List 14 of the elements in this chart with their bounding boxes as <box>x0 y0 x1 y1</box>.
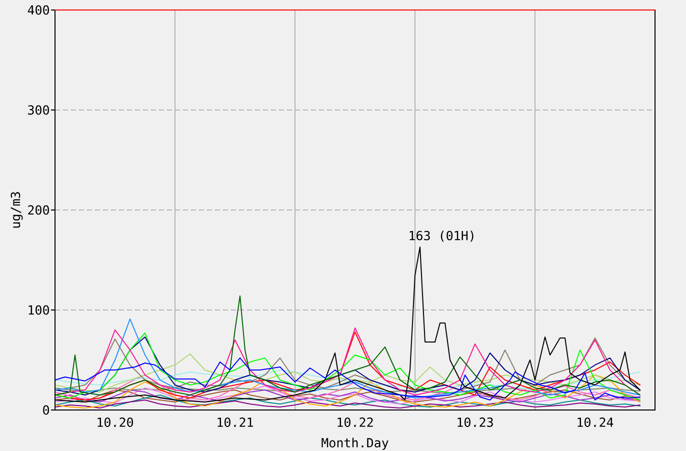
x-axis-title: Month.Day <box>322 438 388 450</box>
x-tick-label: 10.22 <box>338 418 373 427</box>
x-tick-label: 10.20 <box>98 418 134 427</box>
x-tick-label: 10.21 <box>218 418 253 427</box>
y-tick-label: 0 <box>43 405 49 415</box>
y-tick-label: 100 <box>28 305 49 315</box>
y-tick-label: 200 <box>28 205 49 215</box>
x-tick-label: 10.24 <box>578 418 614 427</box>
line-series <box>54 374 641 408</box>
y-axis-title: ug/m3 <box>10 192 23 228</box>
y-tick-label: 300 <box>28 105 49 115</box>
y-tick-label: 400 <box>28 5 49 15</box>
x-tick-label: 10.23 <box>458 418 493 427</box>
annotation: 163 (01H) <box>410 230 474 242</box>
